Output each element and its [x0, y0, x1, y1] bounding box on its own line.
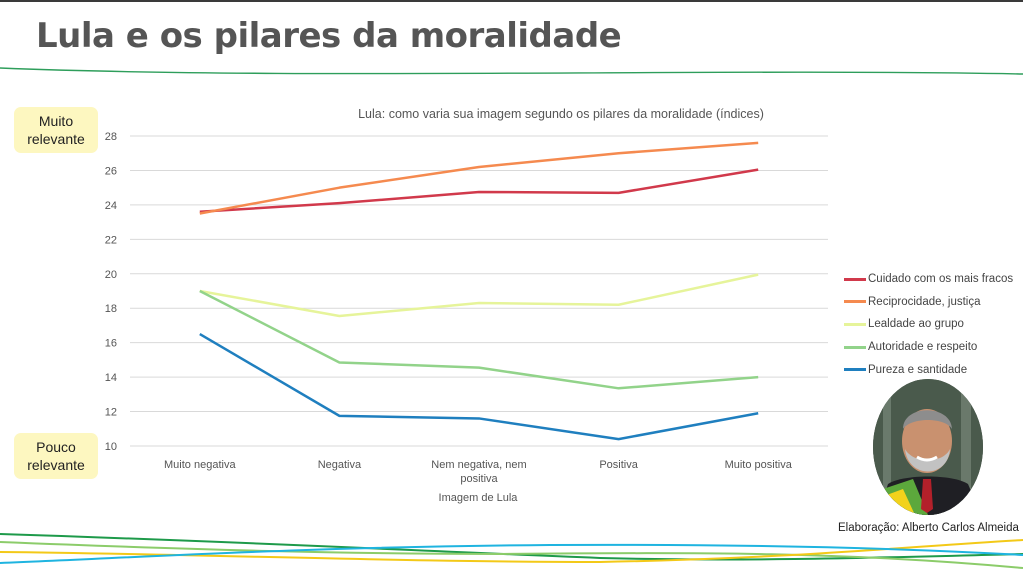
legend-item: Reciprocidade, justiça — [844, 291, 1013, 314]
wave-blue — [0, 543, 1023, 564]
legend-label: Autoridade e respeito — [868, 341, 978, 354]
series-line-pureza-e-santidade — [199, 332, 759, 441]
page-title: Lula e os pilares da moralidade — [36, 16, 622, 56]
y-tick-label: 26 — [105, 165, 117, 177]
legend-label: Lealdade ao grupo — [868, 318, 964, 331]
chart-legend: Cuidado com os mais fracos Reciprocidade,… — [844, 268, 1013, 381]
x-tick-label: Muito positiva — [725, 459, 793, 471]
note-low-line2: relevante — [27, 457, 85, 473]
series-line-cuidado-com-os-mais-fracos — [199, 168, 759, 214]
legend-item: Lealdade ao grupo — [844, 313, 1013, 336]
legend-item: Cuidado com os mais fracos — [844, 268, 1013, 291]
legend-label: Pureza e santidade — [868, 363, 968, 376]
chart-title: Lula: como varia sua imagem segundo os p… — [358, 107, 764, 121]
y-tick-label: 22 — [105, 234, 117, 246]
legend-swatch — [844, 368, 866, 372]
wave-light-green — [0, 541, 1023, 569]
x-tick-label: Positiva — [599, 459, 638, 471]
note-low-line1: Pouco — [36, 439, 76, 455]
portrait-photo — [873, 379, 983, 515]
legend-item: Pureza e santidade — [844, 358, 1013, 381]
chart-series — [199, 141, 759, 441]
y-tick-label: 20 — [105, 269, 117, 281]
x-axis-ticks: Muito negativa Negativa Nem negativa, nem p… — [164, 459, 793, 485]
y-tick-label: 18 — [105, 303, 117, 315]
series-line-reciprocidade-justi-a — [199, 141, 759, 215]
y-tick-label: 24 — [105, 200, 117, 212]
y-axis-ticks: 10 12 14 16 18 20 22 24 26 28 — [105, 131, 117, 453]
y-tick-label: 28 — [105, 131, 117, 143]
credit-text: Elaboração: Alberto Carlos Almeida — [838, 522, 1019, 534]
legend-swatch — [844, 345, 866, 349]
legend-swatch — [844, 300, 866, 304]
note-low-relevance: Pouco relevante — [14, 433, 98, 479]
y-tick-label: 14 — [105, 372, 117, 384]
note-high-line2: relevante — [27, 131, 85, 147]
x-tick-label: Nem negativa, nem — [431, 459, 526, 471]
y-tick-label: 12 — [105, 407, 117, 419]
series-line-autoridade-e-respeito — [199, 289, 759, 390]
legend-label: Reciprocidade, justiça — [868, 295, 981, 308]
series-line-lealdade-ao-grupo — [199, 273, 759, 318]
y-tick-label: 10 — [105, 441, 117, 453]
legend-swatch — [844, 322, 866, 326]
x-axis-label: Imagem de Lula — [439, 492, 519, 504]
chart-gridlines — [130, 135, 828, 447]
legend-swatch — [844, 277, 866, 281]
legend-label: Cuidado com os mais fracos — [868, 273, 1014, 286]
x-tick-label: Muito negativa — [164, 459, 236, 471]
legend-item: Autoridade e respeito — [844, 336, 1013, 359]
x-tick-label: Negativa — [318, 459, 362, 471]
x-tick-label: positiva — [460, 473, 498, 485]
portrait-illustration — [873, 379, 983, 515]
y-tick-label: 16 — [105, 338, 117, 350]
header-divider-line — [0, 67, 1023, 75]
note-high-line1: Muito — [38, 113, 74, 129]
note-high-relevance: Muito relevante — [14, 107, 98, 153]
